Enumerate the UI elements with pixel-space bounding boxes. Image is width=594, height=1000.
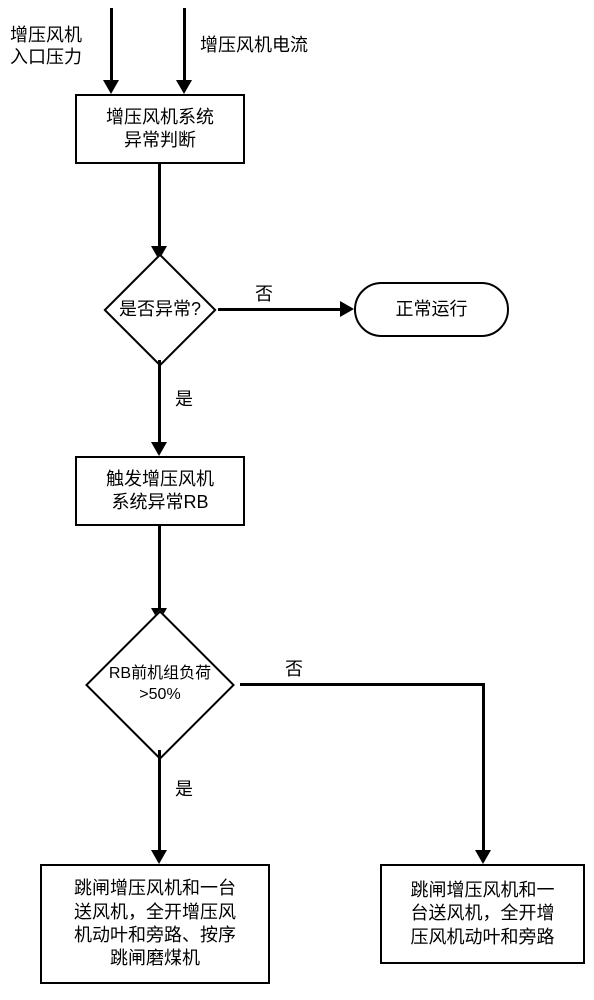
process-abnormal-check-text: 增压风机系统 异常判断	[106, 106, 214, 153]
arrow-input-right	[183, 8, 186, 83]
process-trigger-rb-text: 触发增压风机 系统异常RB	[106, 468, 214, 515]
arrow-d1-t1-head	[340, 301, 354, 317]
d1-no-label: 否	[255, 280, 273, 306]
arrow-d2-n4-v	[482, 683, 485, 853]
arrow-n2-d2	[158, 526, 161, 611]
arrow-d1-n2	[158, 360, 161, 445]
arrow-d2-n4-h	[240, 683, 485, 686]
arrow-d1-n2-head	[151, 442, 167, 456]
arrow-d1-t1	[218, 308, 343, 311]
decision-load-50-text: RB前机组负荷 >50%	[109, 664, 211, 706]
decision-is-abnormal: 是否异常?	[95, 260, 225, 360]
process-trip-left: 跳闸增压风机和一台 送风机，全开增压风 机动叶和旁路、按序 跳闸磨煤机	[40, 864, 270, 984]
d1-yes-label: 是	[175, 385, 193, 411]
arrow-d2-n4-head	[475, 850, 491, 864]
terminator-normal-text: 正常运行	[396, 298, 468, 321]
decision-is-abnormal-text: 是否异常?	[119, 298, 201, 321]
input-right-label: 增压风机电流	[200, 35, 308, 57]
process-trip-left-text: 跳闸增压风机和一台 送风机，全开增压风 机动叶和旁路、按序 跳闸磨煤机	[74, 877, 236, 971]
arrow-input-right-head	[176, 80, 192, 94]
decision-load-50: RB前机组负荷 >50%	[75, 620, 245, 750]
input-left-label: 增压风机 入口压力	[10, 25, 100, 68]
d2-yes-label: 是	[175, 775, 193, 801]
process-trip-right-text: 跳闸增压风机和一 台送风机，全开增 压风机动叶和旁路	[411, 879, 555, 949]
arrow-d2-n3-head	[151, 850, 167, 864]
process-trigger-rb: 触发增压风机 系统异常RB	[75, 456, 245, 526]
arrow-n1-d1	[158, 164, 161, 249]
process-abnormal-check: 增压风机系统 异常判断	[75, 94, 245, 164]
arrow-input-left	[110, 8, 113, 83]
arrow-d2-n3	[158, 750, 161, 855]
process-trip-right: 跳闸增压风机和一 台送风机，全开增 压风机动叶和旁路	[380, 864, 585, 964]
arrow-input-left-head	[103, 80, 119, 94]
terminator-normal: 正常运行	[354, 282, 509, 337]
d2-no-label: 否	[285, 655, 303, 681]
